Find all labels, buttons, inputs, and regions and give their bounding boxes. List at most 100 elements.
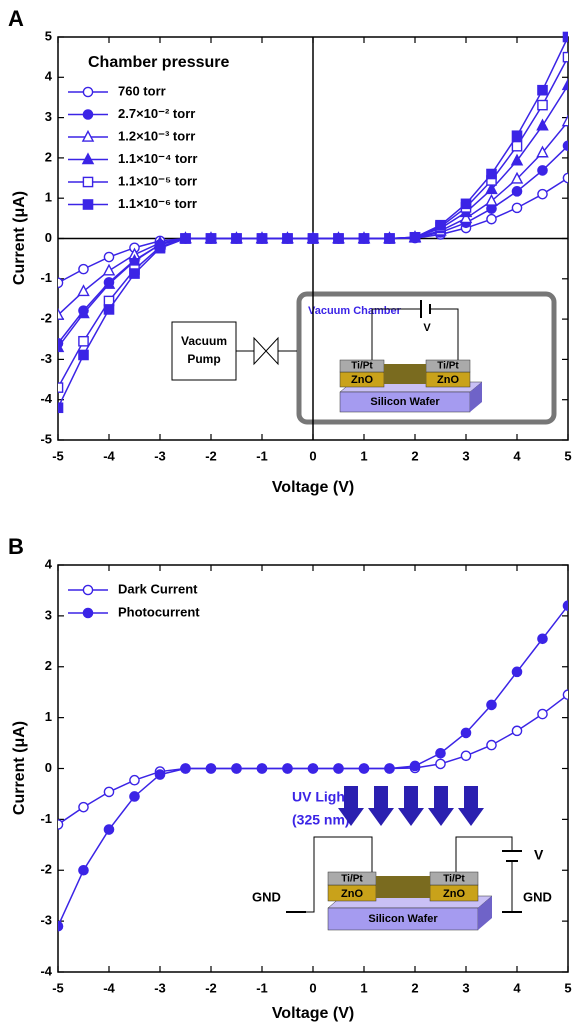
- inset-label: GND: [252, 889, 281, 904]
- marker: [409, 231, 421, 243]
- marker: [231, 763, 242, 774]
- marker: [103, 251, 115, 263]
- panel-label: B: [8, 534, 24, 559]
- marker: [180, 233, 191, 244]
- wafer-side: [470, 382, 482, 412]
- uv-arrow: [368, 786, 394, 826]
- x-axis-label: Voltage (V): [272, 1005, 354, 1022]
- marker: [511, 130, 523, 142]
- inset-label: Ti/Pt: [341, 874, 363, 885]
- marker: [435, 747, 446, 759]
- marker: [154, 769, 166, 780]
- x-tick-label: 1: [360, 980, 367, 995]
- marker: [77, 306, 90, 319]
- legend-label: 1.1×10⁻⁶ torr: [118, 196, 197, 211]
- x-tick-label: 1: [360, 448, 367, 463]
- plot-area: [58, 31, 568, 414]
- marker: [460, 727, 472, 739]
- marker: [103, 304, 115, 315]
- legend-label: 1.1×10⁻⁴ torr: [118, 151, 197, 166]
- inset-label: Silicon Wafer: [370, 396, 440, 408]
- marker: [486, 168, 497, 180]
- marker: [129, 774, 140, 786]
- x-tick-label: 3: [462, 980, 469, 995]
- plot-frame: [57, 564, 569, 973]
- marker: [460, 750, 472, 762]
- marker: [82, 109, 94, 120]
- y-tick-label: -2: [40, 311, 52, 326]
- y-tick-label: 0: [45, 760, 52, 775]
- x-tick-label: -1: [256, 980, 268, 995]
- marker: [562, 31, 568, 43]
- marker: [511, 725, 523, 737]
- marker: [435, 219, 446, 231]
- marker: [562, 600, 568, 611]
- x-axis-label: Voltage (V): [272, 479, 354, 496]
- marker: [486, 739, 497, 751]
- inset-label: GND: [523, 889, 552, 904]
- inset-label: Ti/Pt: [351, 361, 373, 372]
- x-tick-label: 5: [564, 448, 571, 463]
- inset-label: ZnO: [341, 888, 363, 900]
- plot-area: [58, 600, 568, 932]
- marker: [205, 763, 217, 774]
- pump-box: [171, 321, 237, 381]
- marker: [510, 171, 524, 184]
- marker: [58, 277, 64, 289]
- legend-label: 760 torr: [118, 83, 166, 98]
- marker: [460, 198, 472, 210]
- y-tick-label: 2: [45, 149, 52, 164]
- marker: [486, 213, 497, 225]
- uv-arrow: [398, 786, 424, 826]
- marker: [536, 145, 549, 158]
- marker: [485, 193, 498, 206]
- y-tick-label: -1: [40, 811, 52, 826]
- marker: [537, 633, 548, 645]
- x-tick-label: 2: [411, 448, 418, 463]
- marker: [129, 268, 140, 279]
- legend-label: 1.2×10⁻³ torr: [118, 128, 195, 143]
- marker: [231, 233, 242, 244]
- marker: [282, 233, 293, 244]
- y-tick-label: 5: [45, 28, 52, 43]
- marker: [562, 689, 568, 701]
- marker: [256, 763, 268, 774]
- marker: [536, 118, 549, 131]
- y-tick-label: 3: [45, 607, 52, 622]
- y-tick-label: 3: [45, 109, 52, 124]
- marker: [307, 763, 319, 774]
- y-tick-label: -4: [40, 391, 52, 406]
- marker: [58, 307, 65, 320]
- x-tick-label: -4: [103, 448, 115, 463]
- marker: [58, 402, 64, 414]
- marker: [81, 129, 95, 142]
- y-tick-label: 2: [45, 658, 52, 673]
- marker: [537, 708, 548, 720]
- marker: [77, 284, 90, 297]
- marker: [58, 340, 65, 353]
- inset-label: Pump: [187, 352, 220, 366]
- marker: [384, 763, 395, 774]
- marker: [511, 140, 523, 152]
- wire: [430, 308, 459, 360]
- marker: [537, 84, 548, 96]
- marker: [82, 176, 94, 188]
- marker: [103, 786, 115, 798]
- marker: [78, 801, 89, 813]
- marker: [58, 819, 64, 830]
- inset-label: Silicon Wafer: [368, 913, 438, 925]
- y-tick-label: 4: [45, 556, 53, 571]
- marker: [333, 763, 344, 774]
- marker: [81, 152, 95, 165]
- marker: [333, 233, 344, 244]
- marker: [82, 607, 94, 619]
- marker: [459, 211, 473, 224]
- x-tick-label: 4: [513, 980, 521, 995]
- marker: [537, 99, 548, 111]
- uv-arrow: [458, 786, 484, 826]
- inset-label: V: [534, 847, 544, 863]
- marker: [82, 584, 94, 596]
- inset-label: Vacuum Chamber: [308, 305, 402, 317]
- marker: [537, 165, 548, 176]
